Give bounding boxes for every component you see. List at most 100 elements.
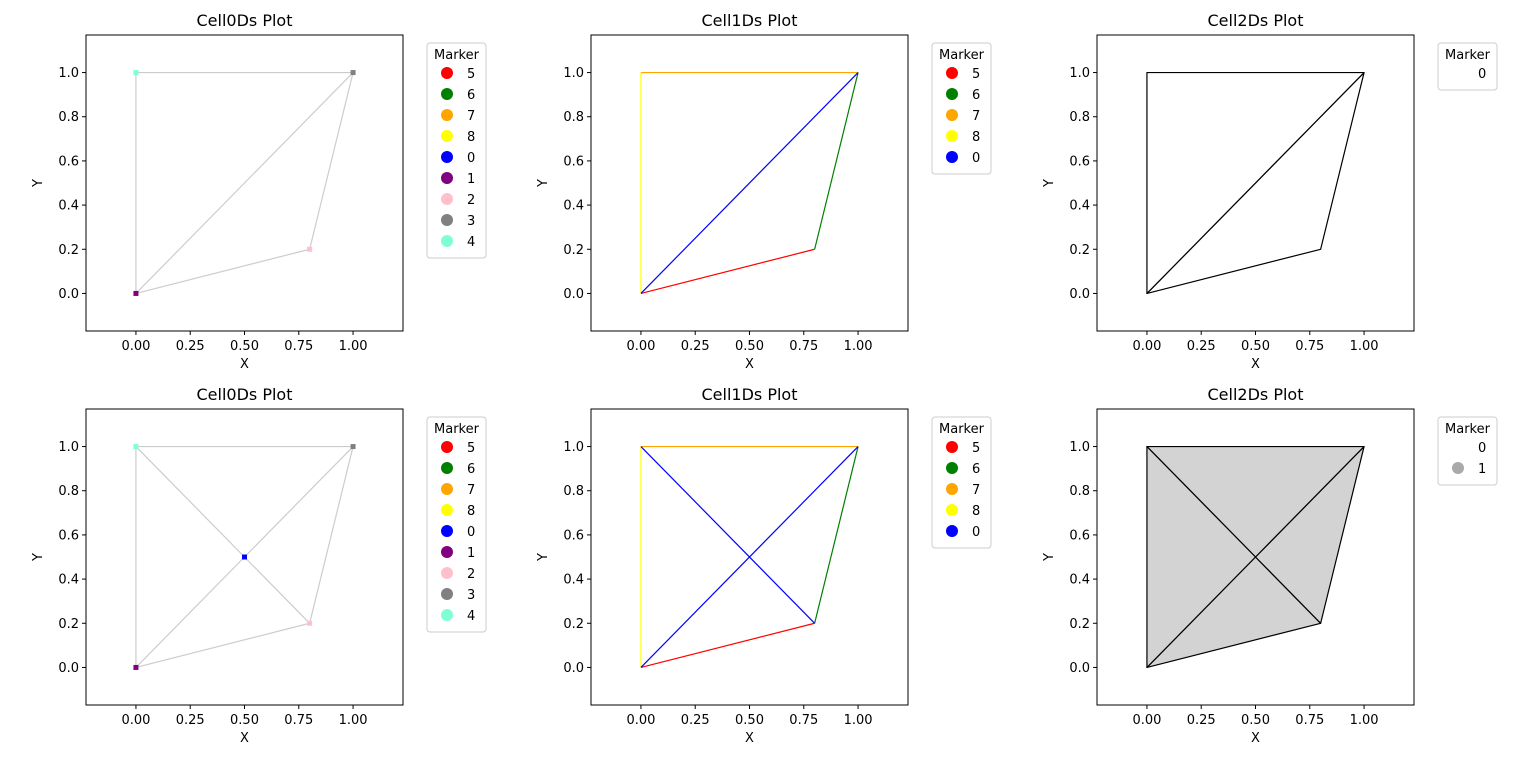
legend-label: 7 bbox=[972, 483, 980, 498]
legend-title: Marker bbox=[1445, 48, 1491, 63]
y-tick-label: 0.2 bbox=[58, 243, 79, 258]
legend-swatch bbox=[441, 151, 453, 163]
legend-swatch bbox=[946, 483, 958, 495]
x-tick-label: 0.25 bbox=[681, 339, 710, 354]
x-tick-label: 0.75 bbox=[284, 713, 313, 728]
edge-2 bbox=[309, 72, 354, 250]
legend-title: Marker bbox=[939, 48, 985, 63]
x-axis-label: X bbox=[745, 731, 754, 746]
x-tick-label: 0.25 bbox=[176, 713, 205, 728]
subplot-4: 0.00 0.25 0.50 0.75 1.00 0.0 0.2 0.4 0.6 0.8 1.0 Ce… bbox=[31, 385, 487, 746]
x-tick-label: 0.25 bbox=[1187, 713, 1216, 728]
y-tick-label: 0.6 bbox=[563, 154, 584, 169]
legend: Marker 0 bbox=[1437, 42, 1498, 91]
y-tick-label: 0.4 bbox=[58, 199, 79, 214]
point-marker-1 bbox=[133, 664, 139, 670]
legend-label: 2 bbox=[467, 193, 475, 208]
legend-label: 0 bbox=[467, 151, 475, 166]
legend-label: 7 bbox=[467, 483, 475, 498]
x-tick-label: 1.00 bbox=[1350, 339, 1379, 354]
legend-label: 5 bbox=[972, 441, 980, 456]
y-axis-label: Y bbox=[536, 553, 551, 562]
y-tick-label: 0.6 bbox=[1069, 154, 1090, 169]
x-axis-label: X bbox=[240, 357, 249, 372]
y-tick-label: 0.2 bbox=[563, 243, 584, 258]
edge-1 bbox=[640, 248, 815, 295]
point-marker-2 bbox=[307, 246, 313, 252]
legend-label: 8 bbox=[467, 504, 475, 519]
x-tick-label: 0.25 bbox=[681, 713, 710, 728]
legend-swatch bbox=[441, 193, 453, 205]
x-tick-label: 0.00 bbox=[121, 713, 150, 728]
y-tick-label: 0.4 bbox=[1069, 573, 1090, 588]
legend-label: 6 bbox=[467, 88, 475, 103]
legend-label: 7 bbox=[972, 109, 980, 124]
legend-swatch bbox=[441, 172, 453, 184]
legend-label: 7 bbox=[467, 109, 475, 124]
y-tick-label: 0.8 bbox=[563, 110, 584, 125]
y-axis-label: Y bbox=[536, 179, 551, 188]
y-tick-label: 0.8 bbox=[1069, 110, 1090, 125]
y-tick-label: 0.0 bbox=[563, 287, 584, 302]
legend-title: Marker bbox=[939, 422, 985, 437]
edge-2 bbox=[814, 72, 859, 250]
point-marker-4 bbox=[133, 444, 139, 450]
edge-1 bbox=[135, 248, 310, 295]
legend-label: 4 bbox=[467, 609, 475, 624]
subplot-6: 0.00 0.25 0.50 0.75 1.00 0.0 0.2 0.4 0.6 0.8 1.0 Ce… bbox=[1042, 385, 1498, 746]
point-marker-3 bbox=[350, 444, 356, 450]
legend-swatch bbox=[946, 151, 958, 163]
chart-title: Cell0Ds Plot bbox=[197, 385, 293, 404]
x-axis-label: X bbox=[1251, 357, 1260, 372]
x-tick-label: 1.00 bbox=[1350, 713, 1379, 728]
y-tick-label: 0.4 bbox=[563, 573, 584, 588]
legend-label: 8 bbox=[972, 130, 980, 145]
legend: Marker 5 6 7 8 0 1 2 3 4 bbox=[426, 42, 487, 259]
y-tick-label: 0.8 bbox=[58, 484, 79, 499]
legend-swatch bbox=[441, 588, 453, 600]
legend-label: 0 bbox=[1478, 441, 1486, 456]
y-tick-label: 0.4 bbox=[1069, 199, 1090, 214]
y-tick-label: 1.0 bbox=[1069, 66, 1090, 81]
x-tick-label: 0.50 bbox=[735, 339, 764, 354]
legend-label: 0 bbox=[972, 525, 980, 540]
legend-label: 6 bbox=[972, 88, 980, 103]
chart-title: Cell0Ds Plot bbox=[197, 11, 293, 30]
point-marker-0 bbox=[242, 554, 247, 560]
legend-swatch bbox=[441, 88, 453, 100]
legend-label: 8 bbox=[467, 130, 475, 145]
legend-swatch bbox=[946, 67, 958, 79]
legend-swatch bbox=[441, 546, 453, 558]
legend-label: 1 bbox=[467, 546, 475, 561]
legend-label: 5 bbox=[467, 67, 475, 82]
y-tick-label: 1.0 bbox=[58, 440, 79, 455]
legend-swatch bbox=[441, 525, 453, 537]
x-axis-label: X bbox=[1251, 731, 1260, 746]
x-tick-label: 0.75 bbox=[284, 339, 313, 354]
y-axis-label: Y bbox=[31, 553, 46, 562]
subplot-2: 0.00 0.25 0.50 0.75 1.00 0.0 0.2 0.4 0.6 0.8 1.0 Ce… bbox=[536, 11, 992, 372]
x-tick-label: 1.00 bbox=[844, 713, 873, 728]
x-tick-label: 0.00 bbox=[1132, 713, 1161, 728]
legend-swatch bbox=[946, 441, 958, 453]
y-tick-label: 0.2 bbox=[1069, 243, 1090, 258]
point-marker-2 bbox=[307, 620, 313, 626]
y-tick-label: 0.6 bbox=[563, 528, 584, 543]
x-tick-label: 1.00 bbox=[339, 339, 368, 354]
legend-label: 0 bbox=[467, 525, 475, 540]
y-tick-label: 1.0 bbox=[563, 440, 584, 455]
legend-label: 5 bbox=[467, 441, 475, 456]
x-tick-label: 0.75 bbox=[1295, 339, 1324, 354]
y-tick-label: 0.2 bbox=[563, 617, 584, 632]
y-axis-label: Y bbox=[31, 179, 46, 188]
chart-title: Cell2Ds Plot bbox=[1208, 385, 1304, 404]
legend-title: Marker bbox=[434, 48, 480, 63]
legend-swatch bbox=[441, 235, 453, 247]
edge-5 bbox=[640, 72, 859, 294]
edge-6 bbox=[640, 446, 816, 624]
legend-swatch bbox=[946, 462, 958, 474]
legend-swatch bbox=[946, 504, 958, 516]
y-tick-label: 0.2 bbox=[58, 617, 79, 632]
x-tick-label: 0.75 bbox=[789, 713, 818, 728]
legend-swatch bbox=[441, 504, 453, 516]
